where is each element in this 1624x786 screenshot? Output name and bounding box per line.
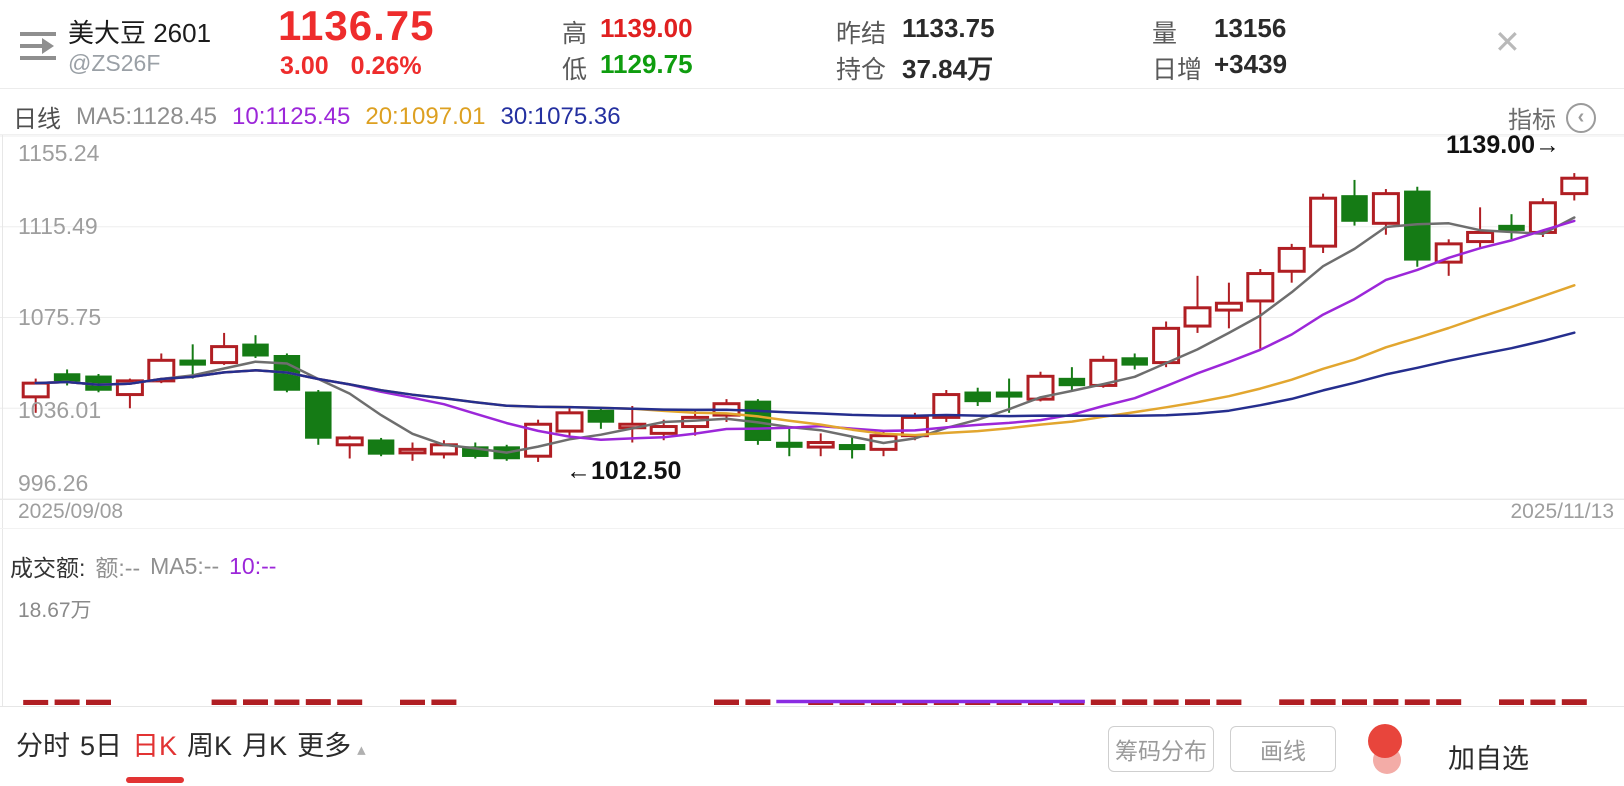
chart-left-edge	[2, 135, 3, 706]
ma10-legend: 10:1125.45	[232, 102, 351, 130]
close-icon[interactable]: ✕	[1494, 24, 1521, 60]
prev-settle-label: 昨结	[836, 20, 887, 48]
ma-legend-row: 日线 MA5:1128.45 10:1125.45 20:1097.01 30:…	[13, 99, 621, 134]
y-axis-label: 1036.01	[18, 397, 102, 423]
last-price: 1136.75	[278, 2, 435, 49]
tab-daily-k[interactable]: 日K	[132, 724, 177, 769]
add-watchlist-button[interactable]: 加自选	[1448, 744, 1529, 774]
chip-distribution-button[interactable]: 筹码分布	[1108, 726, 1214, 772]
turnover-ma10: 10:--	[229, 552, 277, 579]
low-annotation: ←1012.50	[566, 457, 682, 485]
price-change-row: 3.00 0.26%	[280, 52, 422, 81]
indicator-button[interactable]: 指标 ‹	[1508, 100, 1596, 135]
prev-settle-value: 1133.75	[902, 13, 995, 43]
chart-bottom-divider	[0, 499, 1624, 500]
bottom-tab-bar: 分时 5日 日K 周K 月K 更多 ▴	[0, 707, 1624, 786]
open-interest-value: 37.84万	[902, 54, 994, 84]
high-value: 1139.00	[600, 13, 693, 43]
turnover-title: 成交额:	[10, 555, 86, 581]
y-axis-label: 1155.24	[18, 140, 100, 166]
volume-scale-label: 18.67万	[18, 599, 92, 622]
y-axis-label: 996.26	[18, 470, 89, 496]
low-value: 1129.75	[600, 49, 693, 79]
x-axis-end-date: 2025/11/13	[1510, 500, 1614, 523]
kline-chart[interactable]	[0, 135, 1624, 500]
turnover-ma5: MA5:--	[150, 552, 220, 579]
menu-sidebar-icon[interactable]	[16, 24, 60, 68]
tab-monthly-k[interactable]: 月K	[242, 731, 288, 761]
volume-legend-row: 成交额: 额:-- MA5:-- 10:--	[10, 549, 276, 583]
tab-5day[interactable]: 5日	[80, 731, 123, 761]
contract-name: 美大豆 2601	[68, 18, 212, 48]
header-divider	[0, 88, 1624, 89]
volume-label: 量	[1152, 20, 1178, 48]
tab-more[interactable]: 更多 ▴	[297, 731, 366, 761]
tab-weekly-k[interactable]: 周K	[187, 731, 233, 761]
price-change-pct: 0.26%	[350, 52, 422, 80]
contract-code: @ZS26F	[68, 50, 161, 76]
low-label: 低	[562, 56, 588, 84]
legend-divider	[0, 134, 1624, 135]
x-axis-start-date: 2025/09/08	[18, 500, 124, 523]
chevron-left-circle-icon: ‹	[1566, 102, 1596, 133]
tabbar-divider	[0, 706, 1624, 707]
period-label: 日线	[13, 106, 61, 133]
draw-line-button[interactable]: 画线	[1230, 726, 1336, 772]
oi-change-value: +3439	[1214, 49, 1288, 79]
volume-value: 13156	[1214, 13, 1287, 43]
ma30-legend: 30:1075.36	[500, 102, 621, 130]
volume-pane-divider	[0, 528, 1624, 529]
red-dot-icon[interactable]	[1366, 720, 1406, 780]
volume-chart[interactable]	[0, 560, 1624, 706]
y-axis-label: 1075.75	[18, 304, 102, 330]
oi-change-label: 日增	[1152, 56, 1203, 84]
high-annotation: 1139.00→	[1446, 131, 1560, 159]
ma20-legend: 20:1097.01	[365, 102, 486, 130]
caret-up-icon: ▴	[357, 740, 366, 759]
high-label: 高	[562, 20, 588, 48]
open-interest-label: 持仓	[836, 56, 887, 84]
y-axis-label: 1115.49	[18, 213, 98, 239]
tab-minute[interactable]: 分时	[16, 731, 70, 761]
price-change: 3.00	[280, 52, 329, 80]
ma5-legend: MA5:1128.45	[76, 102, 217, 130]
turnover-amount: 额:--	[95, 555, 141, 581]
indicator-label: 指标	[1508, 107, 1556, 134]
